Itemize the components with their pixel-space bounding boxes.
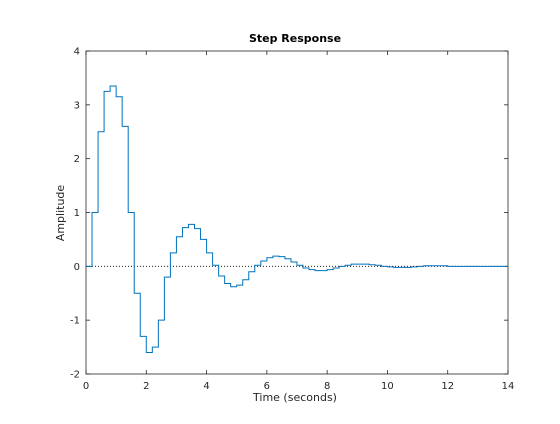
y-tick-label: -2 xyxy=(70,370,80,381)
y-tick-label: 2 xyxy=(74,154,80,165)
x-tick-label: 0 xyxy=(83,381,89,392)
y-tick-label: -1 xyxy=(70,316,80,327)
y-tick-label: 4 xyxy=(74,47,80,58)
x-tick-label: 12 xyxy=(441,381,454,392)
x-tick-label: 10 xyxy=(381,381,394,392)
x-tick-label: 6 xyxy=(264,381,270,392)
x-tick-label: 8 xyxy=(324,381,330,392)
plot-frame xyxy=(85,50,509,375)
x-axis-label: Time (seconds) xyxy=(252,391,337,404)
y-tick-label: 0 xyxy=(74,262,80,273)
x-tick-label: 2 xyxy=(143,381,149,392)
chart-title: Step Response xyxy=(249,32,341,45)
y-axis-label: Amplitude xyxy=(54,185,67,242)
y-tick-label: 1 xyxy=(74,208,80,219)
x-tick-label: 14 xyxy=(502,381,515,392)
x-tick-label: 4 xyxy=(203,381,209,392)
step-response-series-line xyxy=(86,85,508,353)
y-tick-label: 3 xyxy=(74,100,80,111)
